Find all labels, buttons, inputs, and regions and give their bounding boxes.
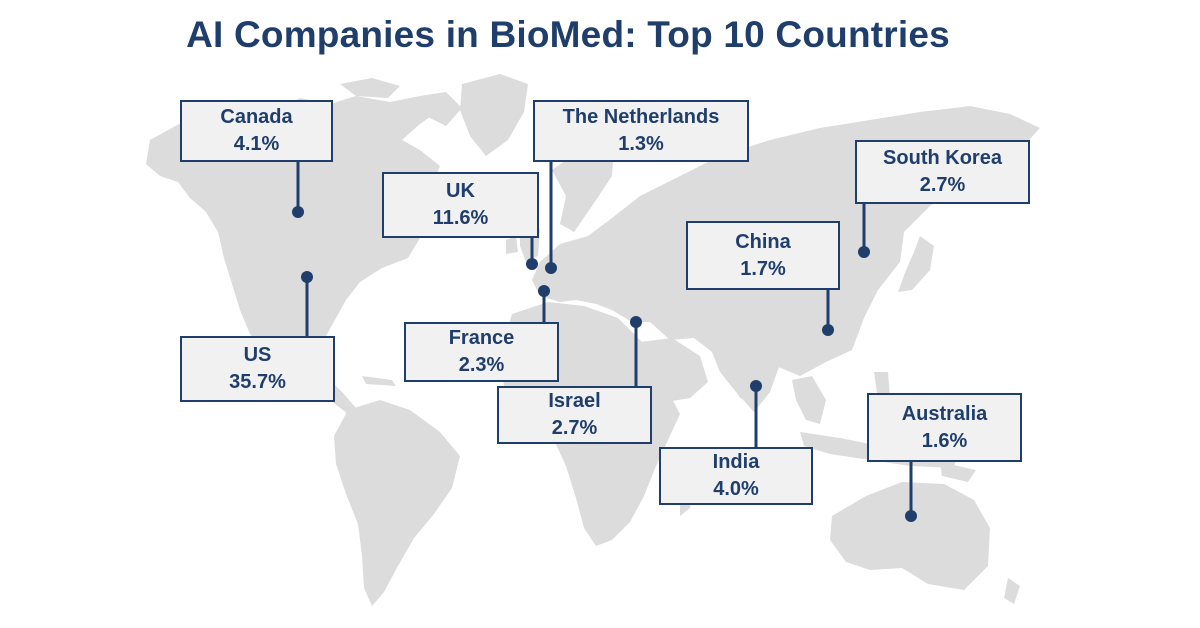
label-us: US 35.7% xyxy=(180,336,335,402)
page-title: AI Companies in BioMed: Top 10 Countries xyxy=(186,14,950,55)
country-name: UK xyxy=(446,180,475,202)
country-name: US xyxy=(243,344,272,366)
caribbean-landmass xyxy=(362,376,396,386)
country-name: Australia xyxy=(901,402,988,425)
country-name: South Korea xyxy=(883,147,1002,169)
dot-us xyxy=(301,271,313,283)
dot-canada xyxy=(292,206,304,218)
scandinavia-landmass xyxy=(552,146,614,232)
india-landmass xyxy=(712,340,780,412)
label-netherlands: The Netherlands 1.3% xyxy=(533,100,749,162)
country-share: 4.0% xyxy=(713,478,759,500)
dot-uk xyxy=(526,258,538,270)
country-name: China xyxy=(735,230,791,253)
dot-south-korea xyxy=(858,246,870,258)
dot-china xyxy=(822,324,834,336)
north-america-landmass xyxy=(146,96,440,366)
dot-netherlands xyxy=(545,262,557,274)
new-zealand-landmass xyxy=(1004,578,1020,604)
country-share: 2.7% xyxy=(919,174,966,196)
label-south-korea: South Korea 2.7% xyxy=(855,140,1030,204)
baffin-landmass xyxy=(420,92,462,126)
japan-landmass xyxy=(898,236,934,292)
country-share: 1.7% xyxy=(740,257,786,280)
country-share: 35.7% xyxy=(229,371,286,393)
australia-landmass xyxy=(830,482,990,590)
label-india: India 4.0% xyxy=(659,447,813,505)
country-name: Canada xyxy=(220,106,293,128)
dot-france xyxy=(538,285,550,297)
label-uk: UK 11.6% xyxy=(382,172,539,238)
country-share: 1.6% xyxy=(921,429,968,452)
country-share: 2.3% xyxy=(458,354,505,376)
dot-israel xyxy=(630,316,642,328)
south-america-landmass xyxy=(334,400,460,606)
label-australia: Australia 1.6% xyxy=(867,393,1022,462)
greenland-landmass xyxy=(460,74,528,156)
country-share: 2.7% xyxy=(551,417,598,439)
se-asia-landmass xyxy=(792,376,826,424)
connector-lines xyxy=(296,162,913,516)
country-name: The Netherlands xyxy=(562,106,720,128)
label-israel: Israel 2.7% xyxy=(497,386,652,444)
papua-landmass xyxy=(940,462,976,482)
country-name: France xyxy=(448,327,515,349)
label-canada: Canada 4.1% xyxy=(180,100,333,162)
arabia-landmass xyxy=(640,338,708,402)
label-france: France 2.3% xyxy=(404,322,559,382)
country-share: 11.6% xyxy=(432,207,489,229)
country-name: India xyxy=(712,451,760,473)
dot-india xyxy=(750,380,762,392)
country-share: 1.3% xyxy=(618,133,664,155)
arctic-islands-landmass xyxy=(340,78,400,98)
label-china: China 1.7% xyxy=(686,221,840,290)
dot-australia xyxy=(905,510,917,522)
country-name: Israel xyxy=(548,390,601,412)
country-share: 4.1% xyxy=(233,133,280,155)
ireland-landmass xyxy=(506,236,518,254)
location-dots xyxy=(292,206,917,522)
